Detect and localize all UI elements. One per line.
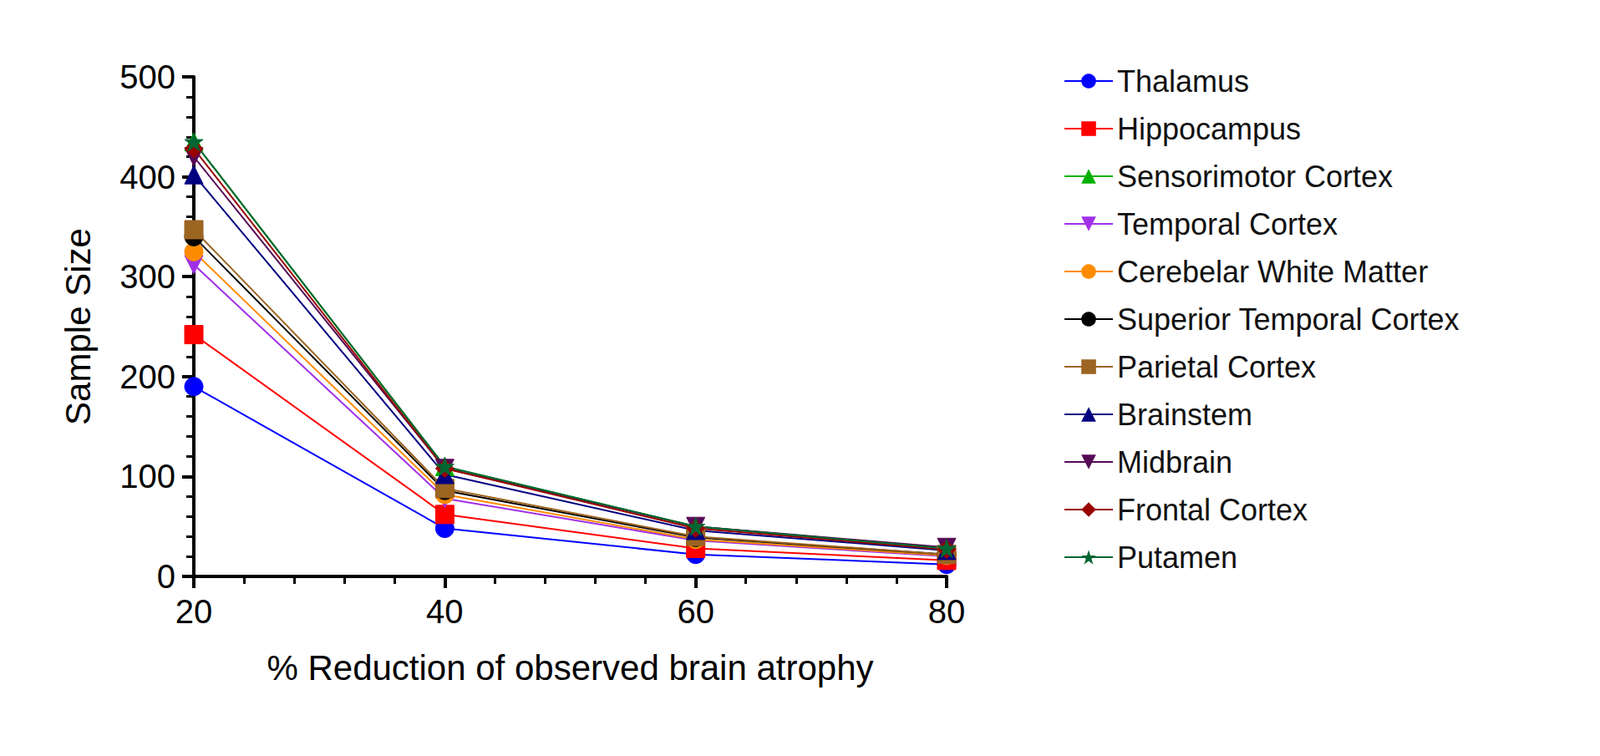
svg-text:40: 40 xyxy=(426,593,464,630)
svg-text:0: 0 xyxy=(157,558,176,595)
svg-text:Sample Size: Sample Size xyxy=(58,228,98,426)
svg-text:100: 100 xyxy=(119,457,176,495)
svg-text:Superior Temporal Cortex: Superior Temporal Cortex xyxy=(1117,302,1460,337)
svg-text:% Reduction of observed brain: % Reduction of observed brain atrophy xyxy=(266,648,874,688)
svg-text:400: 400 xyxy=(119,158,176,196)
svg-text:60: 60 xyxy=(676,593,715,630)
svg-text:Sensorimotor Cortex: Sensorimotor Cortex xyxy=(1117,159,1393,194)
svg-text:Cerebelar White Matter: Cerebelar White Matter xyxy=(1117,254,1428,290)
svg-text:Frontal Cortex: Frontal Cortex xyxy=(1117,492,1308,528)
svg-text:Brainstem: Brainstem xyxy=(1117,397,1253,432)
svg-text:500: 500 xyxy=(119,58,176,96)
svg-text:Thalamus: Thalamus xyxy=(1117,64,1250,99)
svg-text:200: 200 xyxy=(119,358,176,396)
svg-text:20: 20 xyxy=(175,593,214,630)
svg-text:Temporal Cortex: Temporal Cortex xyxy=(1117,207,1338,242)
svg-text:300: 300 xyxy=(119,258,176,295)
svg-text:80: 80 xyxy=(928,593,966,630)
svg-text:Parietal Cortex: Parietal Cortex xyxy=(1117,350,1316,385)
svg-text:Midbrain: Midbrain xyxy=(1117,445,1233,480)
svg-text:Hippocampus: Hippocampus xyxy=(1117,111,1301,147)
svg-text:Putamen: Putamen xyxy=(1117,540,1238,575)
